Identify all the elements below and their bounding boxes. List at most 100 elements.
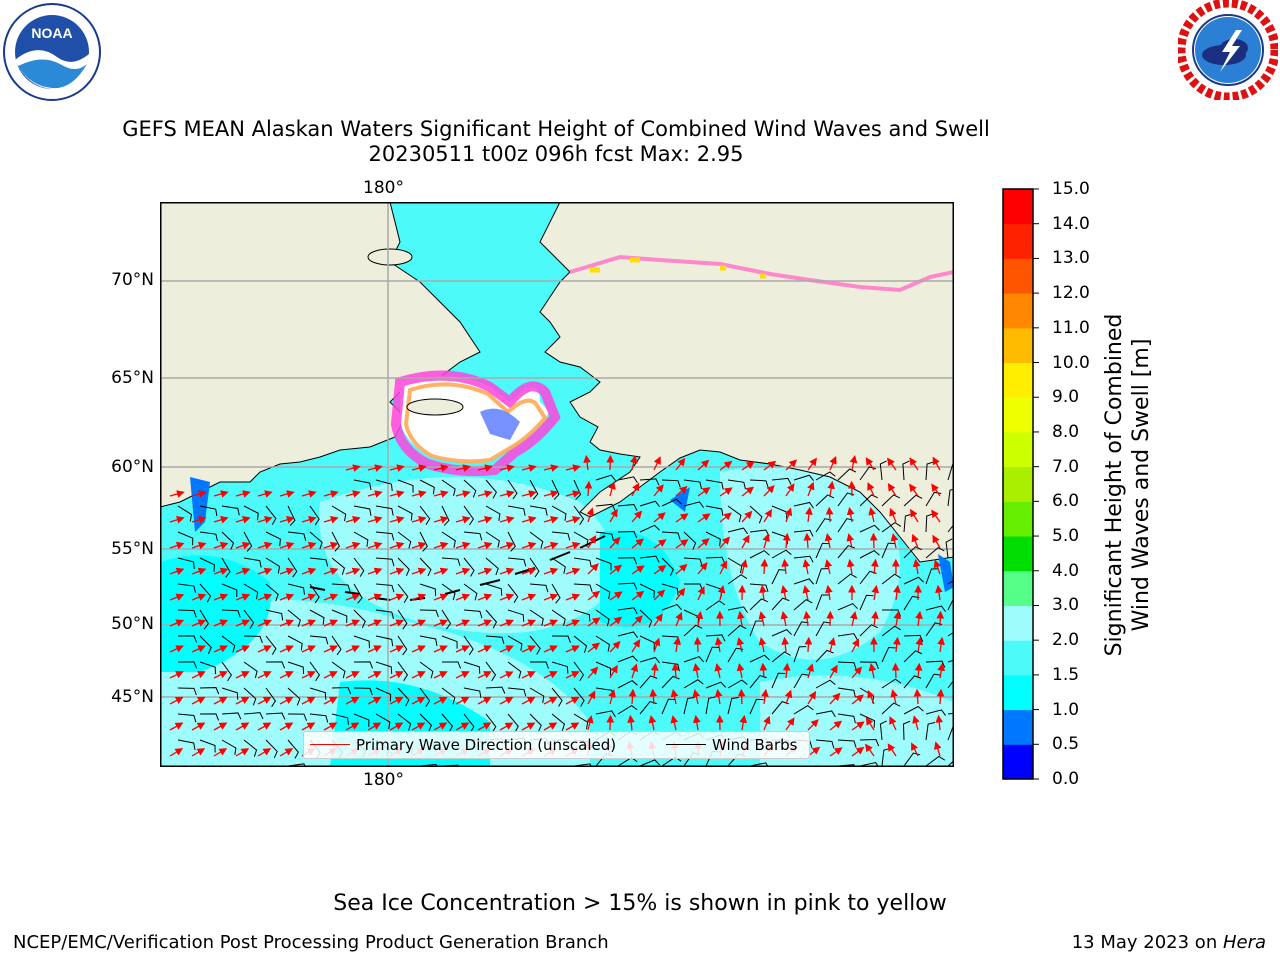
wave-direction-arrow [868, 507, 877, 523]
wind-barb [837, 468, 857, 481]
wave-direction-arrow [653, 613, 663, 627]
colorbar-segment [1003, 397, 1033, 433]
wave-direction-arrow [213, 516, 229, 524]
lon-label-bottom: 180° [363, 770, 404, 790]
wave-direction-arrow [780, 611, 789, 627]
wave-direction-arrow [631, 510, 643, 523]
wind-barb [265, 661, 286, 669]
wave-direction-arrow [763, 485, 775, 497]
island-st-lawrence [406, 398, 464, 416]
wave-direction-arrow [609, 664, 618, 679]
wind-barb [309, 531, 323, 550]
wind-barb [837, 545, 855, 559]
wave-direction-arrow [301, 490, 317, 498]
wave-direction-arrow [890, 689, 898, 705]
wave-direction-arrow [762, 533, 770, 549]
wave-direction-arrow [257, 541, 273, 550]
wave-direction-arrow [477, 671, 492, 679]
nws-logo [1176, 0, 1280, 102]
wind-barb [793, 646, 807, 663]
wind-barb [925, 721, 936, 741]
wind-barb [661, 675, 680, 689]
map-frame [160, 202, 954, 767]
wave-direction-arrow [849, 611, 858, 627]
wind-barb [441, 713, 454, 733]
wind-barb [683, 624, 703, 637]
wave-direction-arrow [433, 671, 448, 679]
wind-barb [881, 573, 901, 585]
colorbar-tick-label: 14.0 [1052, 213, 1090, 234]
wave-direction-arrow [323, 722, 338, 731]
wave-direction-arrow [521, 645, 536, 653]
wave-direction-arrow [169, 516, 185, 524]
wind-barb [419, 763, 438, 767]
colorbar-title: Significant Height of Combined Wind Wave… [1101, 275, 1155, 695]
wind-barb [199, 661, 216, 675]
wave-direction-arrow [543, 541, 559, 550]
wave-direction-arrow [649, 688, 658, 705]
wave-direction-arrow [389, 593, 405, 601]
wave-direction-arrow [367, 696, 382, 705]
wind-barb [793, 555, 814, 563]
wind-barb [881, 522, 902, 533]
wind-barb [529, 531, 544, 549]
wave-direction-arrow [675, 457, 686, 471]
wind-barb [177, 505, 193, 522]
colorbar-tick-label: 4.0 [1052, 560, 1080, 581]
wave-direction-arrow [829, 692, 841, 705]
wind-barb [573, 687, 585, 707]
wind-barb [199, 557, 215, 572]
wave-direction-arrow [367, 645, 382, 653]
wave-direction-arrow [191, 490, 207, 498]
wind-barb [441, 505, 450, 526]
lat-label-70: 70°N [111, 270, 154, 290]
wave-direction-arrow [455, 722, 470, 731]
colorbar-segment [1003, 258, 1033, 294]
wave-direction-arrow [846, 533, 855, 549]
wave-direction-arrow [477, 516, 493, 524]
wave-direction-arrow [763, 508, 773, 523]
wind-barb [419, 635, 438, 646]
wave-direction-arrow [499, 567, 515, 576]
wave-direction-arrow [935, 584, 943, 601]
wave-direction-arrow [257, 593, 273, 601]
wind-barb [815, 710, 836, 718]
wave-direction-arrow [367, 541, 383, 550]
wave-direction-arrow [411, 619, 427, 627]
wave-direction-arrow [521, 567, 537, 576]
wave-direction-arrow [936, 610, 945, 627]
wind-barb [859, 713, 876, 728]
wave-direction-arrow [543, 619, 559, 627]
wave-direction-arrow [565, 593, 581, 601]
wave-direction-arrow [784, 689, 793, 705]
wave-direction-arrow [455, 696, 470, 705]
wave-direction-arrow [693, 636, 702, 653]
wave-direction-arrow [697, 586, 705, 601]
wind-barb [309, 557, 329, 567]
wave-direction-arrow [433, 516, 449, 524]
wind-barb [287, 557, 298, 578]
wind-barb [331, 661, 346, 679]
wave-direction-arrow [301, 696, 316, 705]
wind-barb [639, 524, 660, 533]
wave-direction-arrow [367, 464, 383, 472]
wind-barb [639, 500, 661, 507]
wind-barb [287, 713, 307, 721]
wave-direction-arrow [697, 513, 711, 523]
wind-barb [243, 635, 263, 644]
wave-direction-arrow [235, 696, 250, 705]
wind-barb [331, 713, 349, 725]
wave-direction-arrow [411, 645, 426, 653]
wave-direction-arrow [455, 619, 471, 627]
wind-barb [573, 531, 589, 547]
wind-barb [287, 531, 307, 541]
wave-direction-arrow [909, 457, 919, 471]
wave-direction-arrow [389, 645, 404, 653]
wave-direction-arrow [652, 637, 661, 653]
wave-direction-arrow [235, 619, 251, 627]
wave-direction-arrow [804, 636, 813, 653]
wind-barb [507, 557, 527, 567]
wind-barb [793, 578, 815, 585]
wave-direction-arrow [213, 645, 228, 653]
wave-direction-arrow [893, 584, 901, 601]
